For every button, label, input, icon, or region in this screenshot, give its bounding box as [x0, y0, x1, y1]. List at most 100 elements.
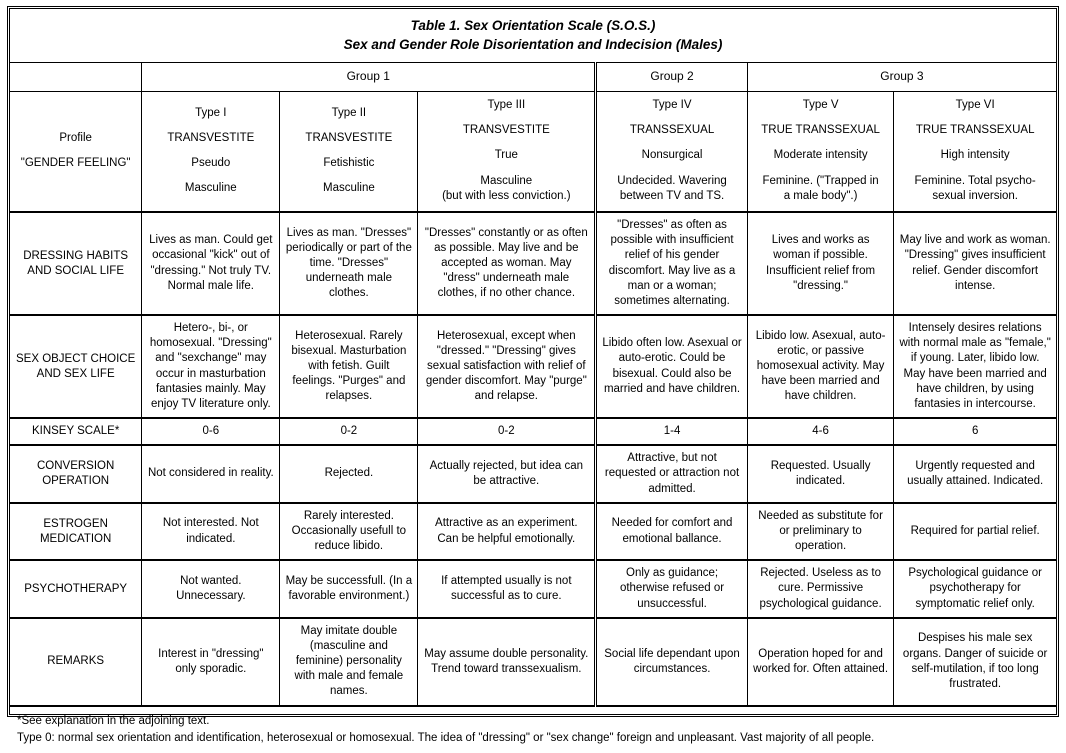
- profile-cell-type-1: Type I TRANSVESTITE Pseudo Masculine: [141, 91, 281, 213]
- row-header-conversion-operation: CONVERSION OPERATION: [10, 444, 143, 504]
- title-row: Table 1. Sex Orientation Scale (S.O.S.) …: [10, 9, 1056, 64]
- table-footnotes: *See explanation in the adjoining text. …: [10, 704, 1056, 753]
- table-frame: Table 1. Sex Orientation Scale (S.O.S.) …: [7, 6, 1059, 753]
- row-header-sex-object-choice: SEX OBJECT CHOICE AND SEX LIFE: [10, 314, 143, 419]
- type-qualifier: True: [494, 149, 518, 162]
- cell-psychotherapy-type-4: Only as guidance; otherwise refused or u…: [595, 559, 748, 619]
- type-name: Type V: [802, 99, 839, 112]
- cell-dressing-type-5: Lives and works as woman if possible. In…: [746, 210, 895, 316]
- type-gender-feeling: Feminine. Total psycho- sexual inversion…: [899, 174, 1051, 204]
- cell-sexlife-type-3: Heterosexual, except when "dressed." "Dr…: [417, 314, 598, 419]
- profile-cell-type-4: Type IV TRANSSEXUAL Nonsurgical Undecide…: [595, 91, 748, 213]
- type-gender-feeling-note: (but with less conviction.): [442, 189, 571, 202]
- type-qualifier: Pseudo: [191, 157, 231, 170]
- cell-psychotherapy-type-1: Not wanted. Unnecessary.: [141, 559, 281, 619]
- row-header-psychotherapy: PSYCHOTHERAPY: [10, 559, 143, 619]
- profile-label-line-2: "GENDER FEELING": [20, 157, 131, 170]
- type-qualifier: Nonsurgical: [641, 149, 703, 162]
- cell-estrogen-type-2: Rarely interested. Occasionally usefull …: [279, 501, 419, 561]
- cell-kinsey-type-5: 4-6: [746, 417, 895, 446]
- type-category: TRANSVESTITE: [305, 131, 393, 144]
- type-qualifier: Fetishistic: [323, 157, 375, 170]
- cell-conversion-type-5: Requested. Usually indicated.: [746, 444, 895, 504]
- type-gender-feeling-note: sexual inversion.: [932, 189, 1018, 202]
- group-header-group2: Group 2: [595, 62, 748, 93]
- cell-remarks-type-1: Interest in "dressing" only sporadic.: [141, 616, 281, 707]
- cell-kinsey-type-4: 1-4: [595, 417, 748, 446]
- table-title: Table 1. Sex Orientation Scale (S.O.S.) …: [10, 9, 1056, 64]
- type-gender-feeling: Masculine: [147, 181, 274, 196]
- document-page: Table 1. Sex Orientation Scale (S.O.S.) …: [7, 6, 1059, 753]
- table-row: KINSEY SCALE* 0-6 0-2 0-2 1-4 4-6 6: [10, 417, 1056, 446]
- type-name: Type IV: [652, 99, 692, 112]
- type-gender-feeling-main: Feminine. Total psycho-: [914, 174, 1036, 187]
- type-name: Type VI: [955, 99, 995, 112]
- type-category: TRANSVESTITE: [167, 131, 255, 144]
- cell-psychotherapy-type-5: Rejected. Useless as to cure. Permissive…: [746, 559, 895, 619]
- footnote-line-2: Type 0: normal sex orientation and ident…: [17, 731, 875, 744]
- row-header-estrogen-medication: ESTROGEN MEDICATION: [10, 501, 143, 561]
- group-header-group3: Group 3: [746, 62, 1056, 93]
- type-gender-feeling: Undecided. Wavering between TV and TS.: [602, 174, 742, 204]
- cell-remarks-type-3: May assume double personality. Trend tow…: [417, 616, 598, 707]
- cell-estrogen-type-6: Required for partial relief.: [893, 501, 1056, 561]
- title-line-1: Table 1. Sex Orientation Scale (S.O.S.): [410, 18, 656, 33]
- profile-label-line-1: Profile: [59, 132, 92, 145]
- profile-row: Profile "GENDER FEELING" Type I TRANSVES…: [10, 91, 1056, 213]
- cell-kinsey-type-2: 0-2: [279, 417, 419, 446]
- type-gender-feeling-main: Feminine. ("Trapped in: [762, 174, 879, 187]
- row-header-remarks: REMARKS: [10, 616, 143, 707]
- cell-sexlife-type-2: Heterosexual. Rarely bisexual. Masturbat…: [279, 314, 419, 419]
- title-line-2: Sex and Gender Role Disorientation and I…: [343, 37, 723, 53]
- cell-dressing-type-6: May live and work as woman. "Dressing" g…: [893, 210, 1056, 316]
- cell-sexlife-type-6: Intensely desires relations with normal …: [893, 314, 1056, 419]
- profile-cell-type-6: Type VI TRUE TRANSSEXUAL High intensity …: [893, 91, 1056, 213]
- group-header-group1: Group 1: [141, 62, 598, 93]
- cell-estrogen-type-3: Attractive as an experiment. Can be help…: [417, 501, 598, 561]
- group-header-row: Group 1 Group 2 Group 3: [10, 62, 1056, 93]
- cell-dressing-type-2: Lives as man. "Dresses" periodically or …: [279, 210, 419, 316]
- type-gender-feeling: Masculine: [285, 181, 412, 196]
- cell-remarks-type-6: Despises his male sex organs. Danger of …: [893, 616, 1056, 707]
- type-gender-feeling: Masculine (but with less conviction.): [423, 174, 589, 204]
- type-gender-feeling-main: Undecided. Wavering: [617, 174, 727, 187]
- profile-cell-type-2: Type II TRANSVESTITE Fetishistic Masculi…: [279, 91, 419, 213]
- cell-conversion-type-2: Rejected.: [279, 444, 419, 504]
- row-header-profile: Profile "GENDER FEELING": [10, 91, 143, 213]
- cell-conversion-type-4: Attractive, but not requested or attract…: [595, 444, 748, 504]
- sex-orientation-scale-table: Table 1. Sex Orientation Scale (S.O.S.) …: [10, 9, 1056, 753]
- type-category: TRANSVESTITE: [462, 124, 550, 137]
- type-gender-feeling-main: Masculine: [184, 182, 237, 195]
- type-gender-feeling: Feminine. ("Trapped in a male body".): [753, 174, 888, 204]
- type-qualifier: Moderate intensity: [773, 149, 868, 162]
- table-row: ESTROGEN MEDICATION Not interested. Not …: [10, 501, 1056, 561]
- table-row: CONVERSION OPERATION Not considered in r…: [10, 444, 1056, 504]
- cell-psychotherapy-type-6: Psychological guidance or psychotherapy …: [893, 559, 1056, 619]
- cell-dressing-type-4: "Dresses" as often as possible with insu…: [595, 210, 748, 316]
- cell-estrogen-type-1: Not interested. Not indicated.: [141, 501, 281, 561]
- row-header-dressing-habits: DRESSING HABITS AND SOCIAL LIFE: [10, 210, 143, 316]
- cell-dressing-type-3: "Dresses" constantly or as often as poss…: [417, 210, 598, 316]
- cell-sexlife-type-1: Hetero-, bi-, or homosexual. "Dressing" …: [141, 314, 281, 419]
- type-gender-feeling-note: between TV and TS.: [619, 189, 725, 202]
- cell-psychotherapy-type-3: If attempted usually is not successful a…: [417, 559, 598, 619]
- footnote-line-1: *See explanation in the adjoining text.: [17, 714, 210, 727]
- cell-remarks-type-2: May imitate double (masculine and femini…: [279, 616, 419, 707]
- row-header-kinsey-scale: KINSEY SCALE*: [10, 417, 143, 446]
- cell-estrogen-type-4: Needed for comfort and emotional ballanc…: [595, 501, 748, 561]
- profile-cell-type-3: Type III TRANSVESTITE True Masculine (bu…: [417, 91, 598, 213]
- cell-sexlife-type-5: Libido low. Asexual, auto-erotic, or pas…: [746, 314, 895, 419]
- cell-kinsey-type-3: 0-2: [417, 417, 598, 446]
- cell-estrogen-type-5: Needed as substitute for or preliminary …: [746, 501, 895, 561]
- type-category: TRUE TRANSSEXUAL: [761, 124, 880, 137]
- cell-conversion-type-1: Not considered in reality.: [141, 444, 281, 504]
- group-corner-cell: [10, 62, 143, 93]
- type-name: Type II: [331, 106, 367, 119]
- type-category: TRUE TRANSSEXUAL: [915, 124, 1035, 137]
- table-row: REMARKS Interest in "dressing" only spor…: [10, 616, 1056, 707]
- cell-conversion-type-3: Actually rejected, but idea can be attra…: [417, 444, 598, 504]
- type-name: Type I: [195, 106, 227, 119]
- table-row: DRESSING HABITS AND SOCIAL LIFE Lives as…: [10, 210, 1056, 316]
- cell-remarks-type-4: Social life dependant upon circumstances…: [595, 616, 748, 707]
- table-row: PSYCHOTHERAPY Not wanted. Unnecessary. M…: [10, 559, 1056, 619]
